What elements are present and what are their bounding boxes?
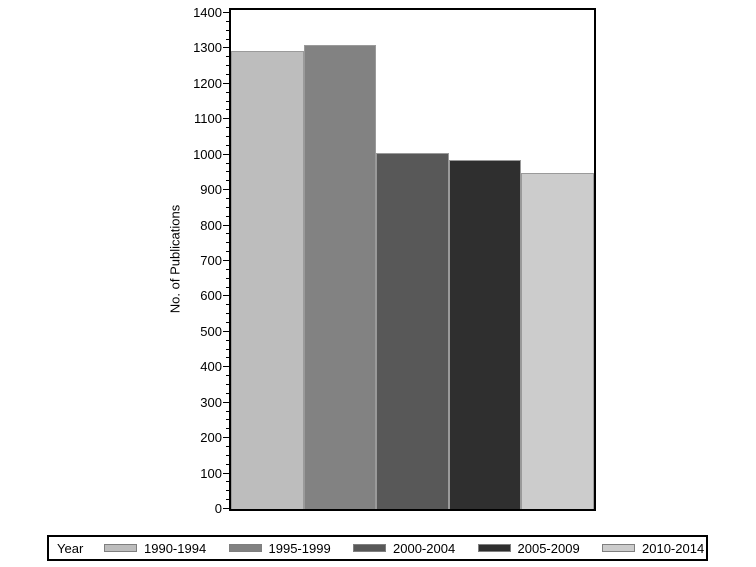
plot-area (229, 8, 596, 511)
y-tick-label: 300 (200, 395, 222, 410)
y-tick-label: 1100 (194, 111, 222, 126)
legend-label: 2005-2009 (517, 540, 580, 556)
y-tick-label: 200 (200, 430, 222, 445)
legend-swatch-icon (477, 544, 511, 552)
legend-swatch-icon (353, 544, 386, 552)
legend-swatch-icon (104, 544, 137, 552)
y-tick-label: 0 (214, 501, 222, 516)
bar-2010-2014 (521, 173, 594, 509)
legend-entry-1995-1999: 1995-1999 (228, 540, 354, 556)
bar-2000-2004 (376, 153, 449, 509)
legend-label: 1995-1999 (268, 540, 331, 556)
bar-1990-1994 (231, 51, 304, 509)
y-tick-label: 1000 (193, 147, 222, 162)
bar-1995-1999 (303, 45, 377, 509)
y-tick-label: 1400 (193, 5, 222, 20)
y-tick-label: 100 (200, 466, 222, 481)
y-tick-label: 400 (200, 359, 222, 374)
legend-label: 2010-2014 (642, 540, 705, 556)
legend-label: 1990-1994 (144, 540, 207, 556)
legend-title: Year (57, 540, 84, 556)
legend: Year 1990-1994 1995-1999 2000-2004 2005-200… (47, 535, 708, 561)
legend-entry-2000-2004: 2000-2004 (353, 541, 478, 556)
y-axis-title: No. of Publications (167, 204, 183, 314)
legend-swatch-icon (228, 544, 262, 552)
y-tick-label: 1200 (193, 76, 222, 91)
legend-entry-2010-2014: 2010-2014 (602, 541, 704, 556)
y-tick-label: 1300 (193, 40, 222, 55)
y-tick-label: 900 (200, 182, 222, 197)
legend-swatch-icon (602, 544, 635, 552)
legend-label: 2000-2004 (393, 540, 456, 556)
legend-entry-1990-1994: 1990-1994 (104, 541, 229, 556)
bar-2005-2009 (448, 160, 522, 509)
legend-entry-2005-2009: 2005-2009 (477, 540, 603, 556)
y-tick-label: 500 (200, 324, 222, 339)
